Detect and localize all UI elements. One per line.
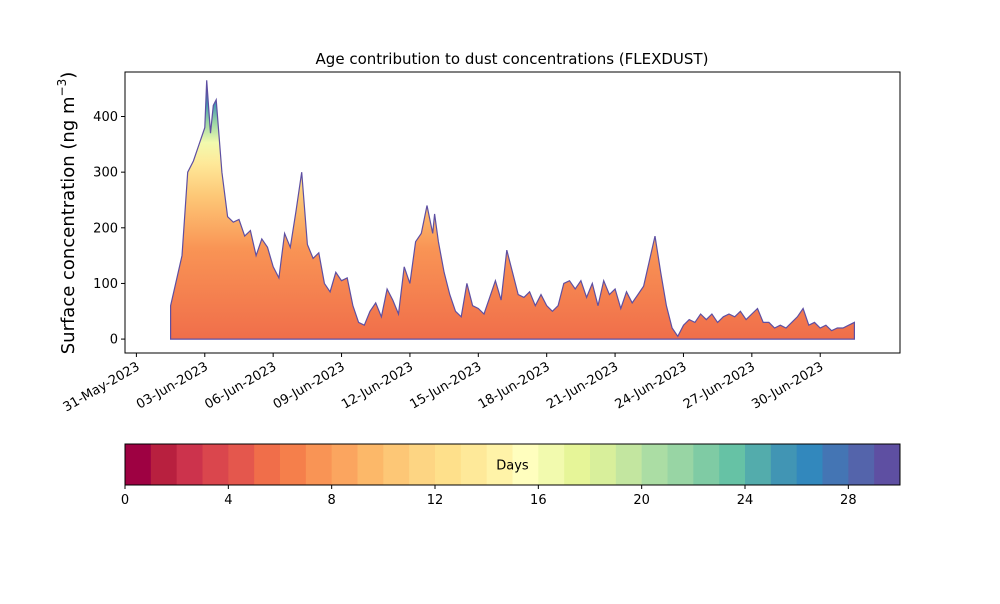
colorbar-swatch [745, 444, 772, 485]
colorbar-swatch [538, 444, 565, 485]
colorbar-tick-label: 12 [427, 493, 444, 508]
colorbar-swatch [486, 444, 513, 485]
colorbar-swatch [460, 444, 488, 485]
colorbar-swatch [331, 444, 358, 485]
colorbar-swatch [228, 444, 255, 485]
colorbar-swatch [770, 444, 798, 485]
colorbar-swatch [848, 444, 875, 485]
y-tick-label: 200 [93, 221, 118, 236]
x-tick-label: 24-Jun-2023 [613, 359, 690, 412]
x-axis: 31-May-202303-Jun-202306-Jun-202309-Jun-… [61, 353, 826, 415]
colorbar-label: Days [496, 459, 529, 474]
y-axis-label-main: Surface concentration (ng m [58, 96, 79, 354]
colorbar-swatch [435, 444, 462, 485]
colorbar-tick-label: 20 [633, 493, 650, 508]
x-tick-label: 31-May-2023 [61, 359, 143, 415]
colorbar-tick-label: 4 [224, 493, 232, 508]
chart-title: Age contribution to dust concentrations … [316, 50, 709, 68]
colorbar-tick-label: 8 [328, 493, 336, 508]
colorbar-swatch [409, 444, 436, 485]
y-tick-label: 0 [110, 333, 118, 348]
y-axis: 0 100 200 300 400 [93, 110, 125, 348]
colorbar-swatch [254, 444, 281, 485]
colorbar-swatch [693, 444, 720, 485]
colorbar-swatch [305, 444, 333, 485]
colorbar-swatch [667, 444, 694, 485]
x-tick-label: 06-Jun-2023 [202, 359, 279, 412]
plot-frame [124, 71, 901, 354]
y-axis-label-close: ) [58, 72, 79, 79]
x-tick-label: 27-Jun-2023 [681, 359, 758, 412]
colorbar-tick-label: 0 [121, 493, 129, 508]
y-tick-label: 100 [93, 277, 118, 292]
colorbar-swatch [176, 444, 203, 485]
colorbar-swatch [615, 444, 643, 485]
colorbar-swatch [719, 444, 746, 485]
y-tick-label: 300 [93, 166, 118, 181]
x-tick-label: 21-Jun-2023 [544, 359, 621, 412]
x-tick-label: 09-Jun-2023 [271, 359, 348, 412]
colorbar-swatch [150, 444, 178, 485]
colorbar-swatch [590, 444, 617, 485]
x-tick-label: 03-Jun-2023 [134, 359, 211, 412]
colorbar-swatch [202, 444, 229, 485]
colorbar-swatch [822, 444, 849, 485]
x-tick-label: 30-Jun-2023 [749, 359, 826, 412]
colorbar-frame [124, 443, 901, 486]
colorbar-tick-label: 24 [737, 493, 754, 508]
total-area [170, 80, 855, 340]
colorbar-tick-label: 28 [840, 493, 857, 508]
colorbar-swatch [357, 444, 384, 485]
colorbar-tick-label: 16 [530, 493, 547, 508]
colorbar-swatch [512, 444, 539, 485]
x-tick-label: 18-Jun-2023 [476, 359, 553, 412]
plot-area [170, 80, 855, 340]
colorbar-swatch [280, 444, 307, 485]
x-tick-label: 15-Jun-2023 [407, 359, 484, 412]
y-axis-label-sup: −3 [55, 79, 69, 97]
colorbar: 0 4 8 12 16 20 24 28 Days [121, 443, 901, 508]
colorbar-swatch [874, 444, 901, 485]
colorbar-swatch [796, 444, 823, 485]
colorbar-swatch [564, 444, 591, 485]
colorbar-swatch [641, 444, 668, 485]
y-axis-label: Surface concentration (ng m−3) [55, 72, 79, 355]
colorbar-swatch [125, 444, 152, 485]
x-tick-label: 12-Jun-2023 [339, 359, 416, 412]
y-tick-label: 400 [93, 110, 118, 125]
colorbar-swatch [383, 444, 410, 485]
